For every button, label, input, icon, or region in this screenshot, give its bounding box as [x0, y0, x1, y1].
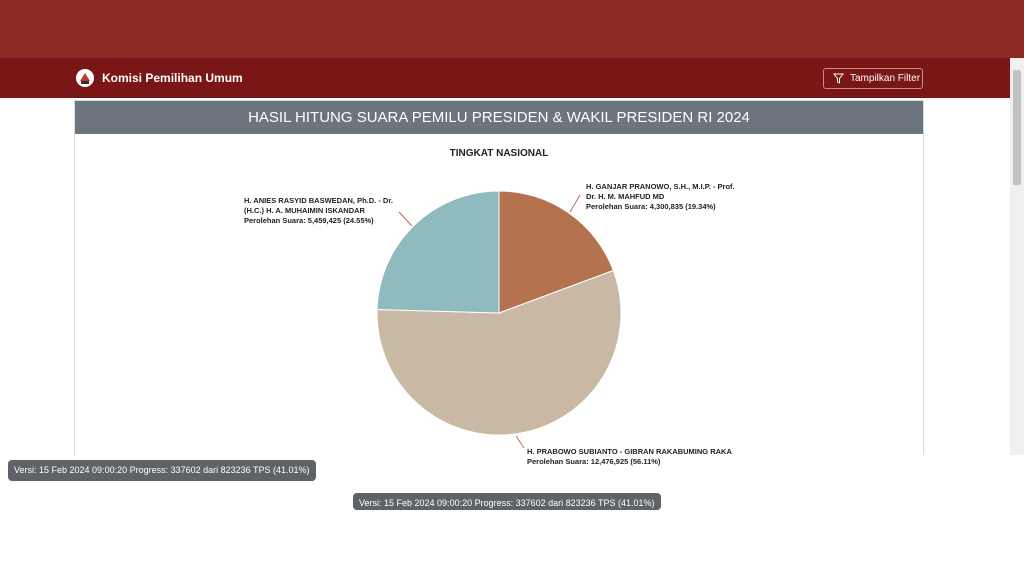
- slice-label: H. GANJAR PRANOWO, S.H., M.I.P. - Prof. …: [586, 182, 746, 212]
- chart-subtitle: TINGKAT NASIONAL: [449, 148, 549, 159]
- navbar: Komisi Pemilihan Umum Tampilkan Filter: [0, 58, 1010, 98]
- slice-value: Perolehan Suara: 5,459,425 (24.55%): [244, 216, 374, 225]
- leader-line: [569, 194, 581, 213]
- slice-value: Perolehan Suara: 4,300,835 (19.34%): [586, 202, 716, 211]
- logo: [76, 69, 94, 87]
- leader-line: [398, 211, 413, 227]
- slice-label: H. ANIES RASYID BASWEDAN, Ph.D. - Dr. (H…: [244, 196, 404, 226]
- slice-name: H. ANIES RASYID BASWEDAN, Ph.D. - Dr. (H…: [244, 196, 393, 215]
- filter-label[interactable]: Tampilkan Filter: [850, 73, 921, 84]
- slice-label: H. PRABOWO SUBIANTO - GIBRAN RAKABUMING …: [527, 447, 747, 467]
- pie-slice: [376, 190, 500, 314]
- version-badge: Versi: 15 Feb 2024 09:00:20 Progress: 33…: [353, 493, 661, 510]
- chart-title: HASIL HITUNG SUARA PEMILU PRESIDEN & WAK…: [75, 101, 923, 134]
- slice-name: H. GANJAR PRANOWO, S.H., M.I.P. - Prof. …: [586, 182, 735, 201]
- top-band: [0, 0, 1024, 58]
- brand: Komisi Pemilihan Umum: [102, 71, 243, 85]
- filter-button[interactable]: Tampilkan Filter: [823, 68, 923, 89]
- slice-value: Perolehan Suara: 12,476,925 (56.11%): [527, 457, 661, 466]
- slice-name: H. PRABOWO SUBIANTO - GIBRAN RAKABUMING …: [527, 447, 732, 456]
- scrollbar[interactable]: [1010, 58, 1024, 455]
- version-badge: Versi: 15 Feb 2024 09:00:20 Progress: 33…: [8, 460, 316, 481]
- leader-line: [515, 435, 525, 449]
- pie-slice: [498, 190, 615, 314]
